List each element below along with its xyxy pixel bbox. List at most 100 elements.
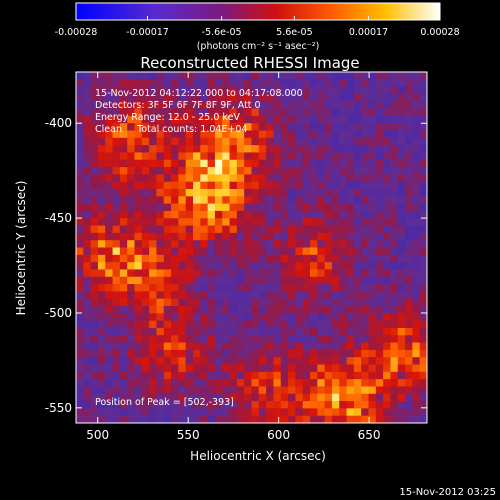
heatmap-cell <box>156 196 165 205</box>
heatmap-cell <box>346 93 355 102</box>
heatmap-cell <box>119 167 128 175</box>
heatmap-cell <box>156 145 165 153</box>
heatmap-cell <box>105 152 113 161</box>
heatmap-cell <box>76 174 84 183</box>
heatmap-cell <box>244 167 252 175</box>
heatmap-cell <box>317 364 326 373</box>
heatmap-cell <box>83 415 92 424</box>
heatmap-cell <box>419 72 428 80</box>
heatmap-cell <box>178 108 187 117</box>
heatmap-cell <box>419 386 428 395</box>
heatmap-cell <box>346 327 355 336</box>
heatmap-cell <box>222 174 230 183</box>
heatmap-cell <box>163 379 172 387</box>
heatmap-cell <box>258 320 267 329</box>
heatmap-cell <box>156 269 165 278</box>
heatmap-cell <box>90 101 99 109</box>
heatmap-cell <box>353 320 362 329</box>
heatmap-cell <box>97 342 106 351</box>
heatmap-cell <box>419 284 428 292</box>
heatmap-cell <box>97 159 106 168</box>
heatmap-cell <box>353 276 362 285</box>
heatmap-cell <box>127 174 135 183</box>
heatmap-cell <box>390 167 399 175</box>
heatmap-cell <box>280 327 289 336</box>
heatmap-cell <box>229 108 238 117</box>
heatmap-cell <box>405 401 413 409</box>
heatmap-cell <box>405 386 413 395</box>
heatmap-cell <box>244 335 252 343</box>
heatmap-cell <box>295 379 304 387</box>
heatmap-cell <box>346 349 355 358</box>
heatmap-cell <box>193 181 201 190</box>
heatmap-cell <box>185 115 194 124</box>
heatmap-cell <box>185 342 194 351</box>
heatmap-cell <box>339 123 347 131</box>
heatmap-cell <box>331 415 340 424</box>
heatmap-cell <box>273 145 282 153</box>
heatmap-cell <box>310 72 318 80</box>
heatmap-cell <box>185 167 194 175</box>
heatmap-cell <box>236 174 245 183</box>
heatmap-cell <box>236 167 245 175</box>
heatmap-cell <box>178 130 187 139</box>
heatmap-cell <box>222 137 230 146</box>
heatmap-cell <box>207 298 216 307</box>
heatmap-cell <box>419 408 428 417</box>
heatmap-cell <box>302 313 311 322</box>
heatmap-cell <box>339 196 347 205</box>
heatmap-cell <box>200 320 209 329</box>
heatmap-cell <box>375 269 384 278</box>
heatmap-cell <box>397 145 406 153</box>
heatmap-cell <box>141 79 150 88</box>
heatmap-cell <box>171 174 179 183</box>
heatmap-cell <box>266 108 274 117</box>
heatmap-cell <box>222 108 230 117</box>
heatmap-cell <box>178 254 187 263</box>
heatmap-cell <box>273 174 282 183</box>
heatmap-cell <box>353 415 362 424</box>
heatmap-cell <box>405 371 413 380</box>
heatmap-cell <box>163 72 172 80</box>
heatmap-cell <box>324 72 333 80</box>
heatmap-cell <box>317 401 326 409</box>
heatmap-cell <box>317 415 326 424</box>
heatmap-cell <box>339 306 347 314</box>
heatmap-cell <box>119 240 128 248</box>
heatmap-cell <box>90 225 99 234</box>
heatmap-cell <box>346 320 355 329</box>
heatmap-cell <box>163 196 172 205</box>
colorbar-tick-label: 5.6e-05 <box>276 27 312 38</box>
heatmap-cell <box>149 247 157 256</box>
heatmap-cell <box>280 130 289 139</box>
heatmap-cell <box>346 335 355 343</box>
heatmap-cell <box>375 130 384 139</box>
heatmap-cell <box>390 115 399 124</box>
heatmap-cell <box>163 386 172 395</box>
heatmap-cell <box>317 152 326 161</box>
heatmap-cell <box>280 108 289 117</box>
heatmap-cell <box>397 342 406 351</box>
heatmap-cell <box>97 167 106 175</box>
heatmap-cell <box>97 284 106 292</box>
heatmap-cell <box>97 123 106 131</box>
heatmap-cell <box>339 203 347 212</box>
heatmap-cell <box>302 115 311 124</box>
heatmap-cell <box>97 101 106 109</box>
heatmap-cell <box>149 181 157 190</box>
heatmap-cell <box>185 408 194 417</box>
heatmap-cell <box>178 189 187 197</box>
heatmap-cell <box>193 159 201 168</box>
heatmap-cell <box>105 262 113 270</box>
heatmap-cell <box>112 401 121 409</box>
heatmap-cell <box>331 203 340 212</box>
heatmap-cell <box>185 262 194 270</box>
heatmap-cell <box>288 349 296 358</box>
heatmap-cell <box>178 167 187 175</box>
heatmap-cell <box>368 371 377 380</box>
heatmap-cell <box>412 320 421 329</box>
heatmap-cell <box>390 357 399 365</box>
heatmap-cell <box>229 393 238 402</box>
heatmap-cell <box>317 225 326 234</box>
heatmap-cell <box>302 196 311 205</box>
